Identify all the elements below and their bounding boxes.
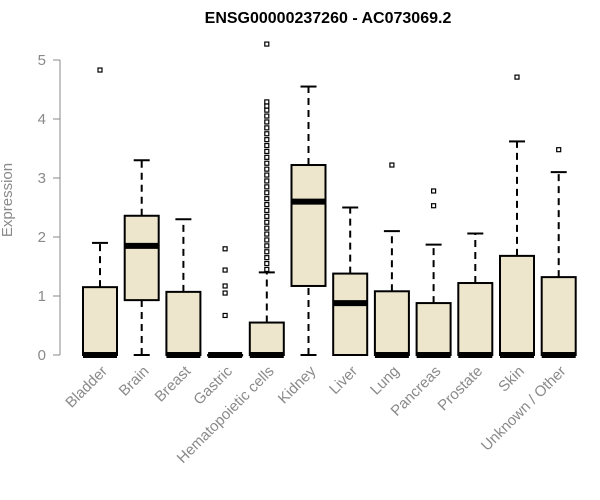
outlier-point	[264, 148, 270, 155]
outlier-point	[264, 160, 270, 166]
outlier-point	[222, 267, 228, 273]
x-tick-label: Liver	[326, 363, 361, 398]
box-iqr	[457, 282, 494, 356]
outlier-point	[431, 188, 437, 194]
box-gastric	[207, 246, 244, 358]
y-axis-label: Expression	[0, 163, 16, 237]
y-tick-label: 5	[38, 52, 46, 69]
box-unknown-other	[540, 147, 577, 358]
x-tick-label: Prostate	[435, 363, 487, 415]
box-iqr	[248, 321, 285, 356]
outlier-point	[264, 207, 270, 214]
outlier-point	[222, 246, 228, 252]
outlier-point	[264, 125, 270, 131]
outlier-point	[264, 243, 270, 249]
x-tick-label: Breast	[152, 362, 195, 405]
box-iqr	[415, 302, 452, 356]
box-iqr	[499, 254, 535, 357]
x-tick-label: Kidney	[275, 362, 320, 407]
outlier-point	[264, 255, 270, 261]
box-liver	[332, 206, 369, 356]
box-kidney	[290, 85, 327, 356]
outlier-point	[264, 225, 270, 231]
x-tick-label: Bladder	[62, 363, 111, 412]
outlier-point	[264, 249, 270, 255]
outlier-point	[264, 196, 270, 202]
outlier-point	[264, 107, 270, 113]
outlier-point	[264, 266, 270, 273]
outlier-point	[222, 290, 228, 296]
outlier-point	[264, 41, 270, 47]
box-lung	[373, 162, 410, 358]
outlier-point	[264, 219, 270, 225]
box-series	[82, 41, 577, 358]
y-axis: 0 1 2 3 4 5	[38, 52, 61, 364]
outlier-point	[222, 312, 228, 319]
outlier-point	[389, 162, 395, 168]
outlier-point	[264, 119, 270, 125]
outlier-point	[264, 213, 270, 219]
box-bladder	[82, 67, 118, 358]
box-pancreas	[415, 188, 452, 358]
box-breast	[165, 218, 202, 358]
outlier-point	[264, 142, 270, 149]
outlier-point	[264, 166, 270, 172]
y-tick-label: 1	[38, 288, 46, 305]
x-tick-label: Skin	[495, 363, 528, 396]
outlier-point	[264, 184, 270, 190]
y-tick-label: 3	[38, 170, 46, 187]
outlier-point	[264, 237, 270, 243]
y-tick-label: 0	[38, 347, 46, 364]
outlier-point	[264, 113, 270, 119]
box-iqr	[165, 290, 202, 356]
box-iqr	[123, 214, 160, 302]
outlier-point	[264, 103, 270, 109]
x-tick-label: Lung	[367, 363, 403, 399]
box-hematopoietic-cells	[248, 41, 285, 358]
box-brain	[123, 159, 160, 356]
outlier-point	[264, 260, 270, 267]
box-prostate	[457, 232, 494, 358]
box-iqr	[290, 164, 327, 287]
box-skin	[499, 74, 535, 358]
outlier-point	[264, 99, 270, 105]
outlier-point	[222, 283, 228, 289]
outlier-point	[264, 201, 270, 208]
outlier-point	[264, 172, 270, 178]
y-tick-label: 4	[38, 111, 46, 128]
outlier-point	[264, 131, 270, 137]
outlier-point	[431, 203, 437, 209]
box-iqr	[332, 272, 369, 356]
box-iqr	[82, 286, 118, 356]
y-tick-label: 2	[38, 229, 46, 246]
outlier-point	[556, 147, 562, 153]
outlier-point	[264, 178, 270, 184]
outlier-point	[97, 67, 103, 73]
outlier-point	[264, 190, 270, 196]
box-iqr	[540, 276, 577, 356]
box-iqr	[373, 290, 410, 356]
chart-title: ENSG00000237260 - AC073069.2	[205, 10, 452, 27]
x-tick-label: Brain	[116, 363, 153, 400]
outlier-point	[514, 74, 520, 80]
outlier-point	[264, 154, 270, 160]
outlier-point	[264, 231, 270, 237]
outlier-point	[264, 137, 270, 143]
